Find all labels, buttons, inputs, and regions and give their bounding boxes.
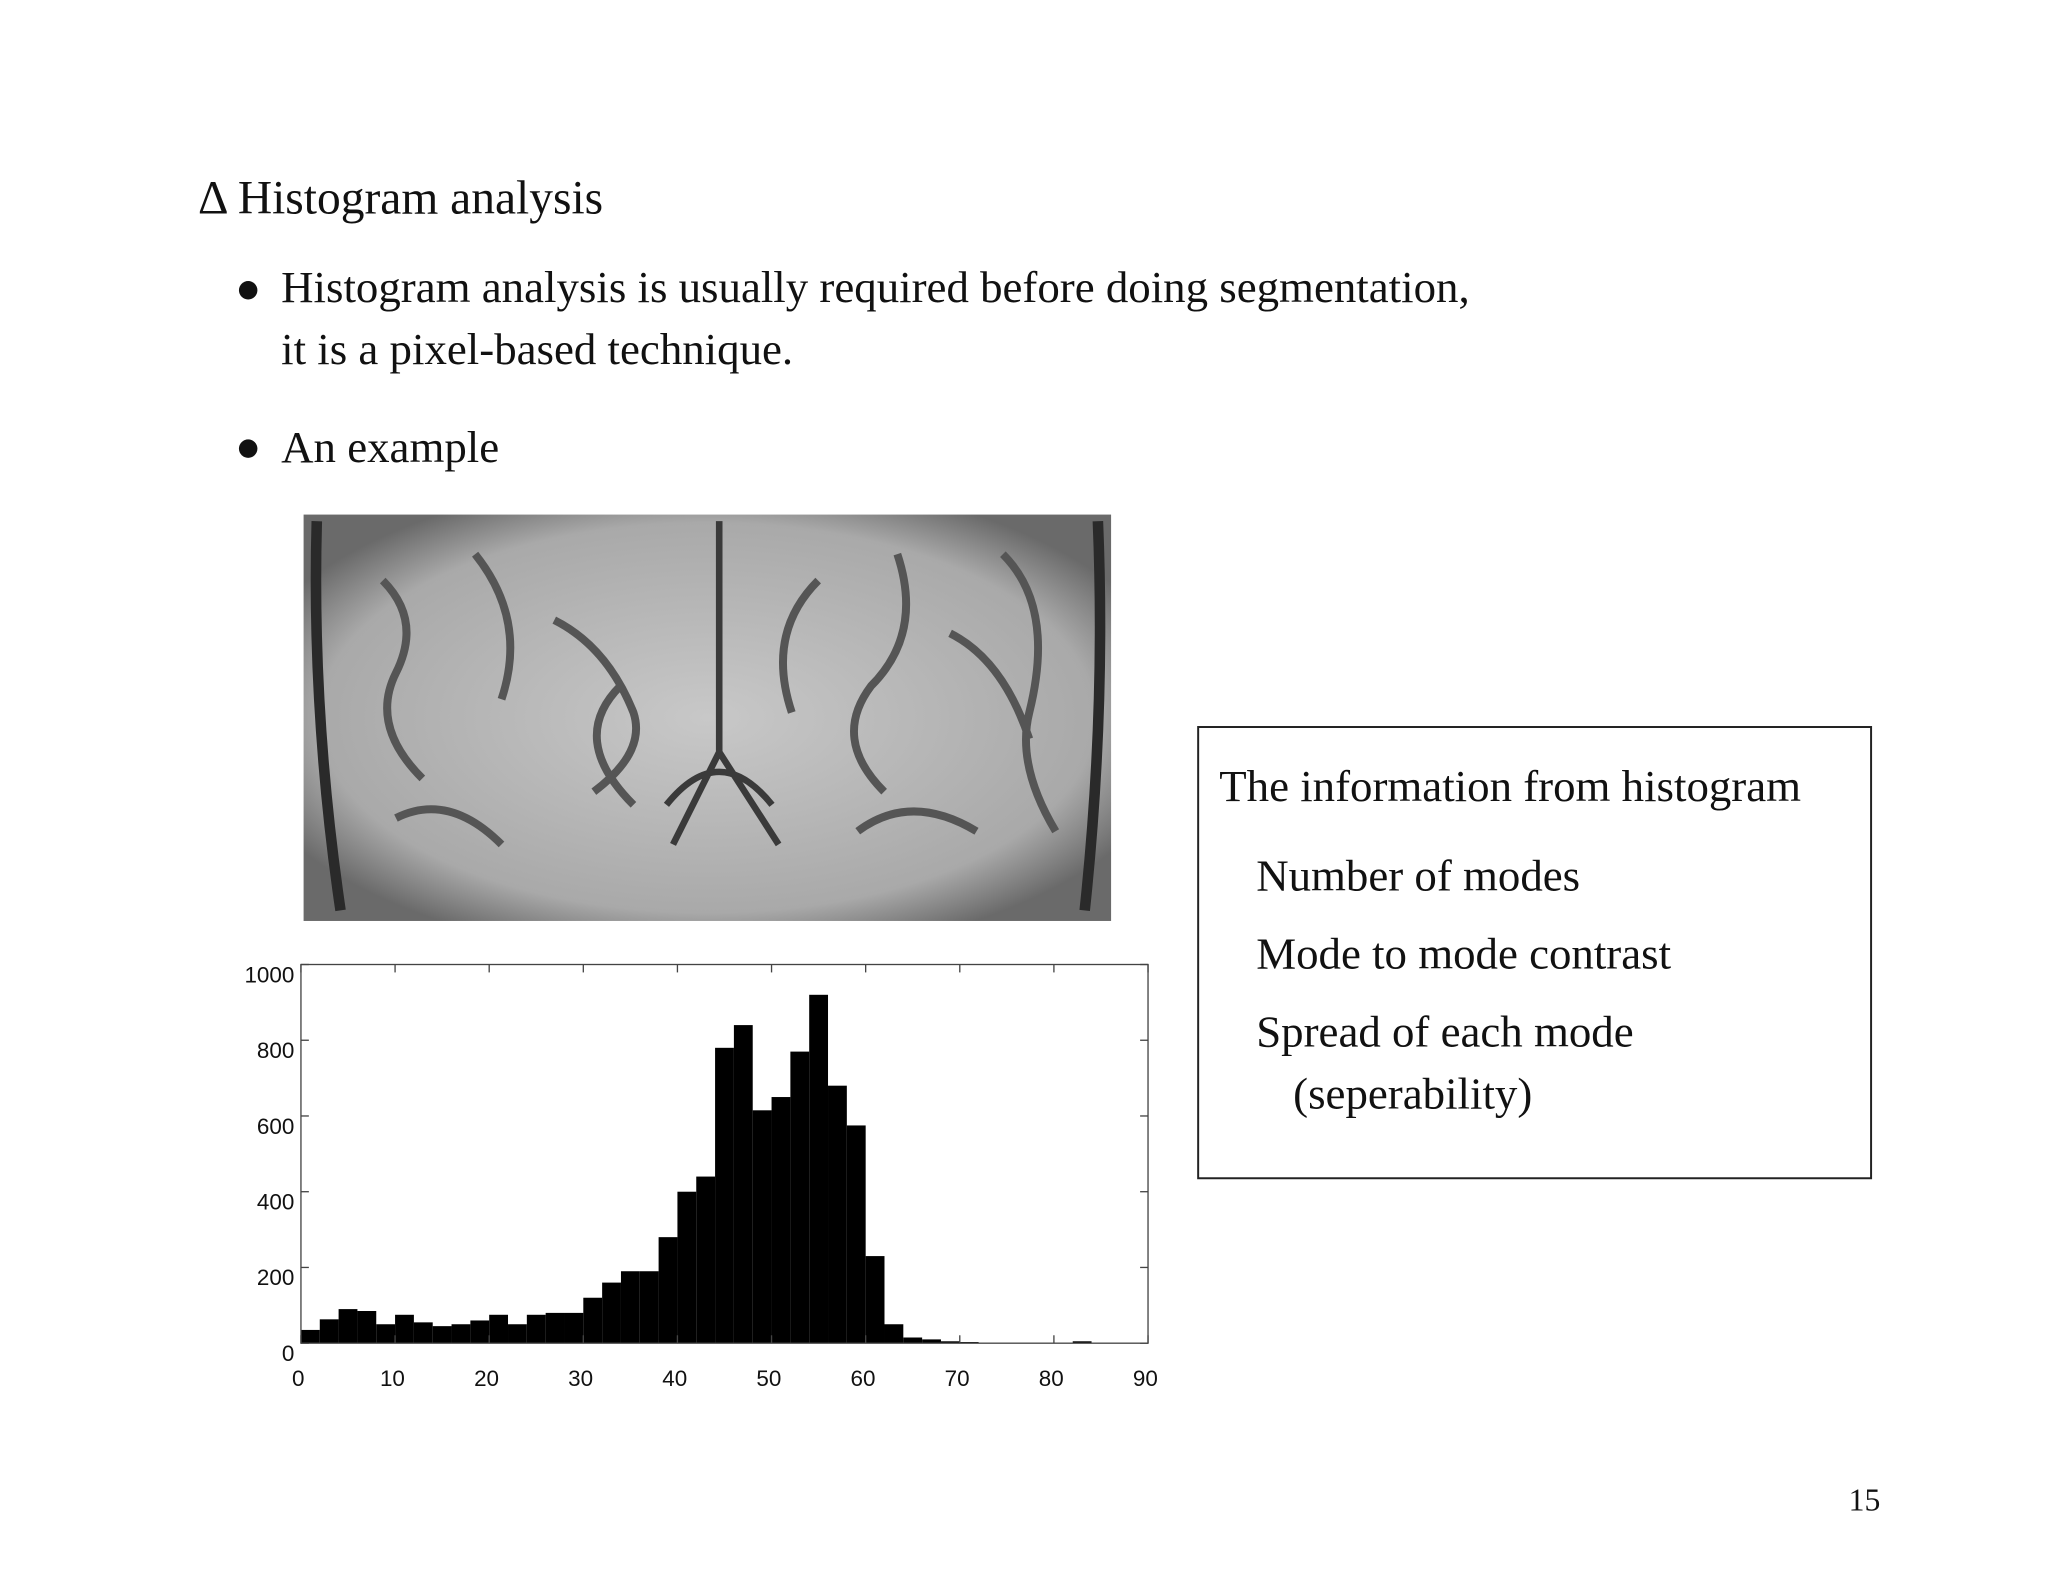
bullet-dot bbox=[238, 439, 258, 458]
histogram-bar bbox=[376, 1324, 396, 1344]
bullet-text: it is a pixel-based technique. bbox=[281, 324, 793, 374]
y-tick-label: 800 bbox=[257, 1038, 294, 1063]
y-tick-label: 1000 bbox=[244, 962, 294, 987]
x-tick-label: 80 bbox=[1039, 1366, 1064, 1391]
histogram-bar bbox=[752, 1110, 772, 1344]
bullet-dot bbox=[238, 281, 258, 300]
x-tick-label: 40 bbox=[662, 1366, 687, 1391]
histogram-bar bbox=[602, 1282, 621, 1344]
x-tick-label: 50 bbox=[756, 1366, 781, 1391]
histogram-bar bbox=[903, 1337, 923, 1344]
x-tick-label: 90 bbox=[1133, 1366, 1158, 1391]
histogram-bar bbox=[828, 1085, 847, 1344]
x-tick-label: 30 bbox=[568, 1366, 593, 1391]
histogram-bar bbox=[790, 1051, 810, 1344]
bullet-text: An example bbox=[281, 422, 499, 472]
slide-title: Δ Histogram analysis bbox=[198, 173, 603, 225]
histogram-bar bbox=[846, 1125, 866, 1344]
histogram-bar bbox=[771, 1097, 791, 1344]
x-tick-label: 70 bbox=[945, 1366, 970, 1391]
histogram-bar bbox=[696, 1176, 716, 1344]
histogram-bar bbox=[338, 1309, 358, 1344]
histogram-bar bbox=[545, 1312, 565, 1344]
info-box bbox=[1197, 726, 1873, 1180]
info-item: Mode to mode contrast bbox=[1256, 928, 1671, 978]
histogram-bar bbox=[489, 1314, 509, 1344]
histogram-bar bbox=[432, 1326, 452, 1344]
histogram-bar bbox=[451, 1324, 471, 1344]
histogram-bar bbox=[639, 1271, 659, 1344]
y-tick-label: 400 bbox=[257, 1190, 294, 1215]
info-item: Number of modes bbox=[1256, 851, 1580, 901]
histogram-bar bbox=[395, 1314, 414, 1344]
info-heading: The information from histogram bbox=[1219, 761, 1801, 811]
page-number: 15 bbox=[1849, 1483, 1881, 1518]
y-tick-label: 600 bbox=[257, 1114, 294, 1139]
histogram-bar bbox=[319, 1319, 339, 1344]
histogram-bar bbox=[508, 1324, 527, 1344]
x-tick-label: 60 bbox=[851, 1366, 876, 1391]
histogram-bar bbox=[809, 994, 829, 1344]
histogram-bar bbox=[677, 1191, 697, 1344]
histogram-bar bbox=[1072, 1341, 1092, 1344]
histogram-chart: 0 200 400 600 800 1000 0 10 20 30 40 50 60 70 80 90 bbox=[244, 962, 1157, 1391]
histogram-bar bbox=[620, 1271, 640, 1344]
histogram-bar bbox=[715, 1047, 734, 1344]
plot-frame bbox=[300, 963, 1149, 1344]
histogram-bar bbox=[357, 1310, 377, 1344]
histogram-bar bbox=[564, 1312, 584, 1344]
histogram-bar bbox=[583, 1297, 603, 1344]
x-tick-label: 20 bbox=[474, 1366, 499, 1391]
histogram-bar bbox=[300, 1329, 320, 1344]
histogram-bar bbox=[922, 1339, 941, 1344]
y-tick-label: 200 bbox=[257, 1265, 294, 1290]
histogram-bar bbox=[470, 1320, 490, 1344]
histogram-bar bbox=[865, 1256, 885, 1344]
histogram-bar bbox=[940, 1341, 960, 1344]
histogram-bar bbox=[658, 1237, 678, 1344]
histogram-bar bbox=[413, 1322, 433, 1344]
histogram-bar bbox=[884, 1324, 904, 1344]
x-tick-label: 0 bbox=[292, 1366, 304, 1391]
info-item: Spread of each mode bbox=[1256, 1006, 1633, 1056]
histogram-bar bbox=[526, 1314, 546, 1344]
histogram-bar bbox=[733, 1025, 753, 1344]
y-tick-label: 0 bbox=[282, 1341, 294, 1366]
mri-image bbox=[303, 514, 1112, 921]
info-note: (seperability) bbox=[1293, 1068, 1532, 1118]
bullet-text: Histogram analysis is usually required b… bbox=[281, 262, 1470, 312]
x-tick-label: 10 bbox=[380, 1366, 405, 1391]
